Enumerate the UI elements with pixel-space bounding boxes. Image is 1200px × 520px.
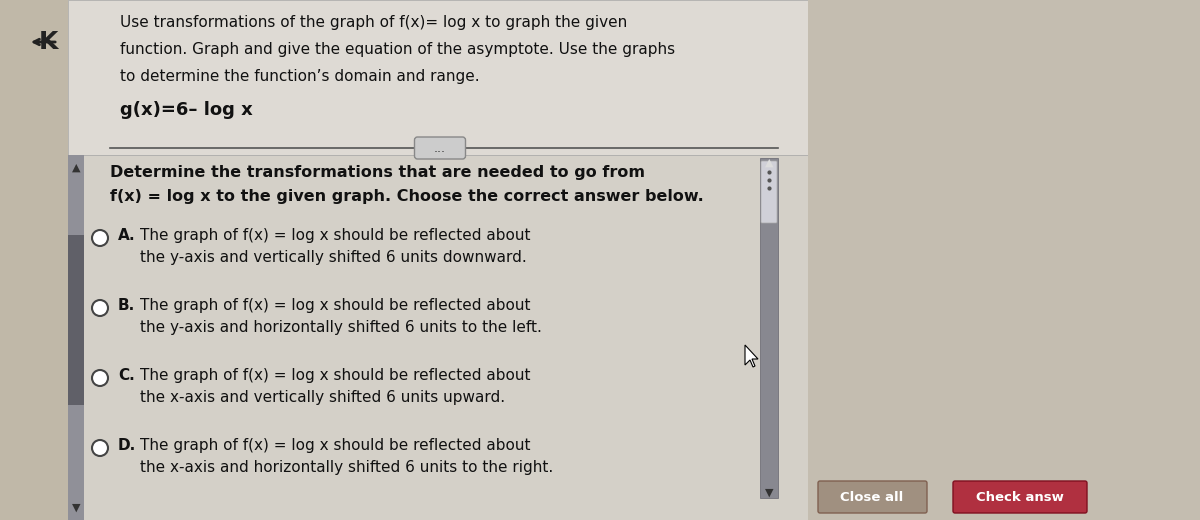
Text: B.: B.	[118, 298, 136, 313]
FancyBboxPatch shape	[0, 0, 68, 520]
Text: the x-axis and vertically shifted 6 units upward.: the x-axis and vertically shifted 6 unit…	[140, 390, 505, 405]
Text: The graph of f(x) = log x should be reflected about: The graph of f(x) = log x should be refl…	[140, 368, 530, 383]
FancyBboxPatch shape	[68, 155, 84, 520]
FancyBboxPatch shape	[68, 0, 808, 155]
Text: A.: A.	[118, 228, 136, 243]
FancyBboxPatch shape	[808, 0, 1200, 520]
Text: ▼: ▼	[72, 503, 80, 513]
Text: D.: D.	[118, 438, 137, 453]
Text: Use transformations of the graph of f(x)= log x to graph the given: Use transformations of the graph of f(x)…	[120, 15, 628, 30]
Text: ▲: ▲	[72, 163, 80, 173]
Text: The graph of f(x) = log x should be reflected about: The graph of f(x) = log x should be refl…	[140, 228, 530, 243]
Circle shape	[92, 300, 108, 316]
FancyBboxPatch shape	[68, 155, 808, 520]
FancyBboxPatch shape	[414, 137, 466, 159]
Text: K: K	[38, 30, 58, 54]
Circle shape	[92, 440, 108, 456]
Text: Determine the transformations that are needed to go from: Determine the transformations that are n…	[110, 165, 646, 180]
Text: the y-axis and vertically shifted 6 units downward.: the y-axis and vertically shifted 6 unit…	[140, 250, 527, 265]
Text: The graph of f(x) = log x should be reflected about: The graph of f(x) = log x should be refl…	[140, 438, 530, 453]
Circle shape	[92, 230, 108, 246]
FancyBboxPatch shape	[953, 481, 1087, 513]
Text: ...: ...	[434, 141, 446, 154]
Text: ▲: ▲	[764, 158, 773, 168]
Text: the y-axis and horizontally shifted 6 units to the left.: the y-axis and horizontally shifted 6 un…	[140, 320, 542, 335]
FancyBboxPatch shape	[818, 481, 928, 513]
Text: to determine the function’s domain and range.: to determine the function’s domain and r…	[120, 69, 480, 84]
Polygon shape	[745, 345, 758, 367]
Text: The graph of f(x) = log x should be reflected about: The graph of f(x) = log x should be refl…	[140, 298, 530, 313]
Text: function. Graph and give the equation of the asymptote. Use the graphs: function. Graph and give the equation of…	[120, 42, 676, 57]
Text: f(x) = log x to the given graph. Choose the correct answer below.: f(x) = log x to the given graph. Choose …	[110, 189, 703, 204]
FancyBboxPatch shape	[760, 158, 778, 498]
FancyBboxPatch shape	[68, 235, 84, 405]
Text: ▼: ▼	[764, 488, 773, 498]
Text: g(x)=6– log x: g(x)=6– log x	[120, 101, 253, 119]
Text: Close all: Close all	[840, 490, 904, 503]
Text: Check answ: Check answ	[976, 490, 1064, 503]
Text: the x-axis and horizontally shifted 6 units to the right.: the x-axis and horizontally shifted 6 un…	[140, 460, 553, 475]
FancyBboxPatch shape	[761, 161, 778, 223]
Circle shape	[92, 370, 108, 386]
Text: C.: C.	[118, 368, 134, 383]
